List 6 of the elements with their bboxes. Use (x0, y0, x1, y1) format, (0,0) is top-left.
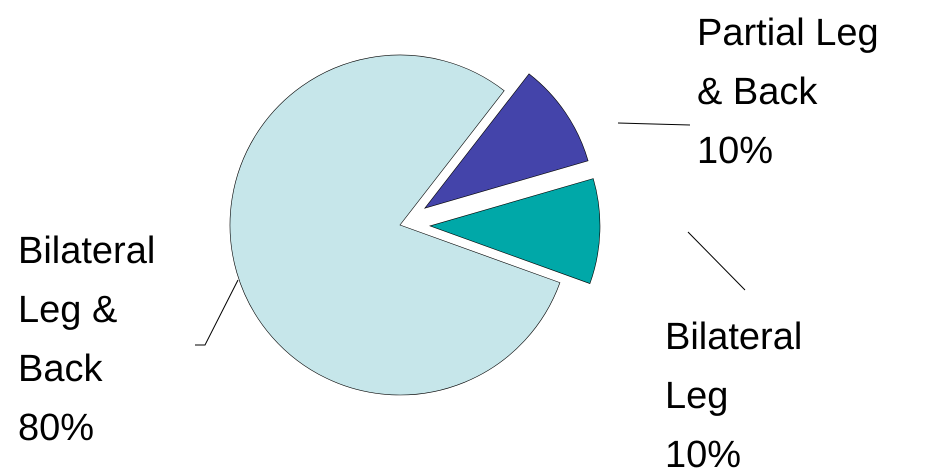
data-label: 10% (665, 434, 742, 472)
slice-label: Bilateral Leg & Back (18, 230, 156, 390)
data-label: 80% (18, 407, 94, 449)
slice-label: Partial Leg & Back (697, 12, 879, 113)
legend-label: Bilateral Leg (665, 316, 802, 417)
data-label: 10% (697, 130, 774, 172)
